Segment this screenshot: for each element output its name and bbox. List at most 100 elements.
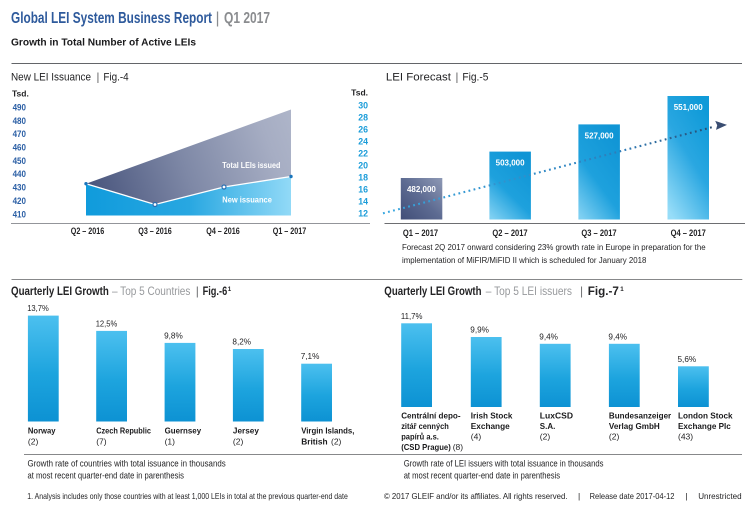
svg-text:London Stock: London Stock bbox=[678, 411, 733, 421]
svg-text:480: 480 bbox=[13, 116, 26, 126]
svg-text:28: 28 bbox=[358, 113, 368, 123]
svg-text:Release date 2017-04-12: Release date 2017-04-12 bbox=[590, 491, 675, 501]
svg-text:|: | bbox=[578, 491, 580, 501]
svg-text:26: 26 bbox=[358, 125, 368, 135]
svg-text:9,9%: 9,9% bbox=[470, 326, 489, 335]
svg-text:1: 1 bbox=[228, 286, 232, 293]
svg-text:16: 16 bbox=[358, 185, 368, 195]
svg-text:12,5%: 12,5% bbox=[96, 319, 118, 328]
svg-text:9,4%: 9,4% bbox=[608, 332, 627, 341]
svg-text:Unrestricted: Unrestricted bbox=[698, 491, 742, 501]
svg-text:9,4%: 9,4% bbox=[539, 332, 558, 341]
svg-text:papírů a.s.: papírů a.s. bbox=[401, 432, 439, 442]
svg-text:implementation of MiFIR/MiFID: implementation of MiFIR/MiFID II which i… bbox=[402, 255, 647, 265]
svg-text:8,2%: 8,2% bbox=[232, 338, 251, 347]
svg-text:– Top 5 Countries: – Top 5 Countries bbox=[112, 284, 190, 298]
svg-text:490: 490 bbox=[13, 102, 26, 112]
svg-text:20: 20 bbox=[358, 161, 368, 171]
svg-text:|: | bbox=[97, 72, 100, 84]
svg-text:Growth in Total Number of Acti: Growth in Total Number of Active LEIs bbox=[11, 37, 196, 49]
svg-text:450: 450 bbox=[13, 156, 26, 166]
svg-text:(2): (2) bbox=[609, 432, 620, 442]
svg-text:Virgin Islands,: Virgin Islands, bbox=[301, 425, 354, 435]
svg-text:|: | bbox=[685, 491, 687, 501]
svg-text:(2): (2) bbox=[540, 432, 551, 442]
svg-text:18: 18 bbox=[358, 173, 368, 183]
svg-text:440: 440 bbox=[13, 169, 26, 179]
svg-text:1: 1 bbox=[620, 286, 624, 293]
svg-text:Exchange: Exchange bbox=[471, 421, 510, 431]
svg-text:LuxCSD: LuxCSD bbox=[540, 411, 573, 421]
svg-text:Global LEI System Business Rep: Global LEI System Business Report bbox=[11, 10, 212, 27]
svg-text:30: 30 bbox=[358, 101, 368, 111]
svg-text:(4): (4) bbox=[471, 432, 482, 442]
svg-text:Q2 – 2017: Q2 – 2017 bbox=[492, 228, 527, 238]
svg-text:Q3 – 2016: Q3 – 2016 bbox=[138, 226, 172, 236]
svg-text:470: 470 bbox=[13, 129, 26, 139]
svg-text:Growth rate of LEI issuers wit: Growth rate of LEI issuers with total is… bbox=[404, 459, 604, 469]
svg-text:(2): (2) bbox=[28, 437, 39, 447]
svg-text:Q2 – 2016: Q2 – 2016 bbox=[71, 226, 105, 236]
svg-text:|: | bbox=[216, 10, 220, 27]
svg-text:S.A.: S.A. bbox=[540, 421, 556, 431]
svg-text:New issuance: New issuance bbox=[222, 194, 272, 204]
svg-text:Q1 2017: Q1 2017 bbox=[224, 10, 270, 27]
svg-text:460: 460 bbox=[13, 143, 26, 153]
svg-text:Quarterly LEI Growth: Quarterly LEI Growth bbox=[11, 284, 109, 298]
svg-text:New LEI Issuance: New LEI Issuance bbox=[11, 72, 91, 84]
svg-text:Guernsey: Guernsey bbox=[165, 425, 202, 435]
svg-text:(7): (7) bbox=[96, 437, 107, 447]
svg-text:(2): (2) bbox=[233, 437, 244, 447]
svg-text:|: | bbox=[456, 72, 459, 84]
svg-text:11,7%: 11,7% bbox=[401, 312, 423, 321]
svg-text:Norway: Norway bbox=[28, 425, 56, 435]
svg-text:Irish Stock: Irish Stock bbox=[471, 411, 513, 421]
svg-text:Q1 – 2017: Q1 – 2017 bbox=[273, 226, 307, 236]
svg-text:Fig.-7: Fig.-7 bbox=[588, 284, 619, 298]
svg-text:zitář cenných: zitář cenných bbox=[401, 421, 449, 431]
svg-text:24: 24 bbox=[358, 137, 368, 147]
svg-text:Fig.-5: Fig.-5 bbox=[462, 72, 488, 84]
svg-text:(2): (2) bbox=[331, 437, 342, 447]
svg-text:Centrální depo-: Centrální depo- bbox=[401, 411, 461, 421]
svg-text:482,000: 482,000 bbox=[407, 185, 436, 194]
svg-text:(43): (43) bbox=[678, 432, 693, 442]
svg-text:14: 14 bbox=[358, 197, 368, 207]
svg-text:British: British bbox=[301, 437, 327, 447]
svg-text:|: | bbox=[196, 284, 199, 298]
svg-text:13,7%: 13,7% bbox=[27, 304, 49, 313]
svg-text:Q3 – 2017: Q3 – 2017 bbox=[581, 228, 616, 238]
svg-text:(CSD Prague): (CSD Prague) bbox=[401, 442, 451, 452]
svg-text:12: 12 bbox=[358, 209, 368, 219]
svg-text:Fig.-6: Fig.-6 bbox=[203, 284, 228, 298]
svg-text:9,8%: 9,8% bbox=[164, 331, 183, 340]
svg-text:Forecast 2Q 2017 onward consid: Forecast 2Q 2017 onward considering 23% … bbox=[402, 242, 706, 252]
svg-text:(8): (8) bbox=[453, 442, 464, 452]
svg-text:5,6%: 5,6% bbox=[678, 355, 697, 364]
svg-text:Q4 – 2016: Q4 – 2016 bbox=[206, 226, 240, 236]
svg-text:|: | bbox=[580, 284, 583, 298]
svg-text:LEI Forecast: LEI Forecast bbox=[386, 72, 451, 84]
svg-text:Tsd.: Tsd. bbox=[12, 89, 29, 99]
svg-text:551,000: 551,000 bbox=[674, 103, 703, 112]
svg-text:Fig.-4: Fig.-4 bbox=[103, 72, 128, 84]
svg-text:503,000: 503,000 bbox=[496, 159, 525, 168]
svg-text:Czech Republic: Czech Republic bbox=[96, 425, 151, 435]
svg-text:7,1%: 7,1% bbox=[301, 352, 320, 361]
svg-text:Exchange Plc: Exchange Plc bbox=[678, 421, 731, 431]
svg-text:420: 420 bbox=[13, 196, 26, 206]
svg-text:410: 410 bbox=[13, 209, 26, 219]
svg-text:(1): (1) bbox=[165, 437, 176, 447]
svg-text:22: 22 bbox=[358, 149, 368, 159]
svg-text:Bundesanzeiger: Bundesanzeiger bbox=[609, 411, 672, 421]
svg-text:at most recent quarter-end dat: at most recent quarter-end date in paren… bbox=[28, 471, 185, 481]
svg-text:527,000: 527,000 bbox=[585, 131, 614, 140]
svg-text:Verlag GmbH: Verlag GmbH bbox=[609, 421, 660, 431]
svg-text:430: 430 bbox=[13, 183, 26, 193]
svg-text:Jersey: Jersey bbox=[233, 425, 259, 435]
svg-text:Growth rate of countries with: Growth rate of countries with total issu… bbox=[28, 459, 227, 469]
svg-text:Q4 – 2017: Q4 – 2017 bbox=[671, 228, 706, 238]
svg-text:© 2017 GLEIF and/or its affili: © 2017 GLEIF and/or its affiliates. All … bbox=[384, 491, 568, 501]
svg-text:Q1 – 2017: Q1 – 2017 bbox=[403, 228, 438, 238]
svg-text:Quarterly LEI Growth: Quarterly LEI Growth bbox=[384, 284, 481, 298]
